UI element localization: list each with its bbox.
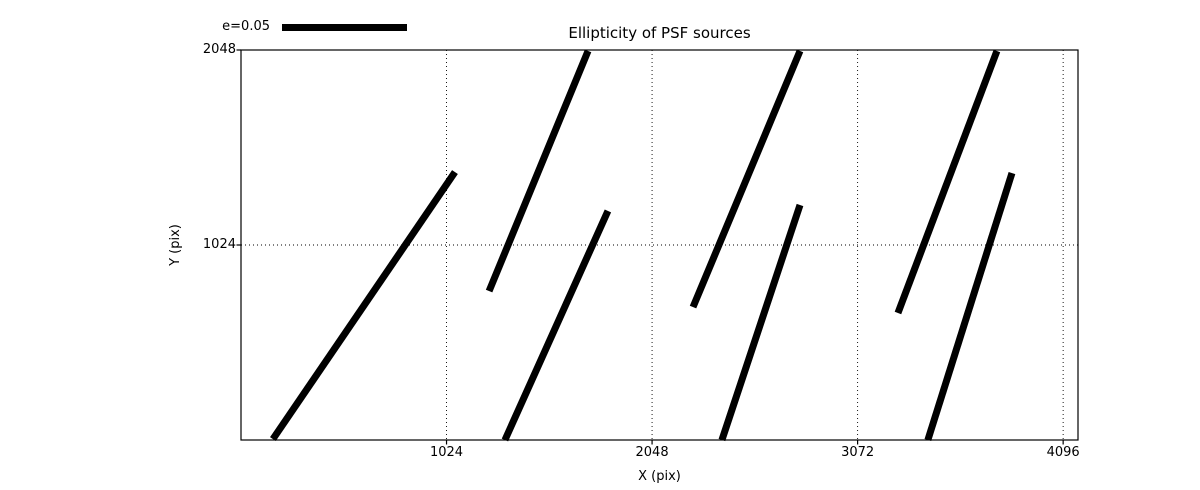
legend-line-sample (282, 24, 407, 31)
psf-ellipticity-whisker (270, 170, 458, 442)
y-tick-label: 2048 (202, 42, 236, 57)
psf-ellipticity-whisker (924, 171, 1016, 442)
chart-title: Ellipticity of PSF sources (568, 24, 751, 42)
psf-ellipticity-whisker (501, 209, 612, 442)
x-tick-label: 4096 (1046, 445, 1080, 460)
x-tick-label: 3072 (841, 445, 875, 460)
y-axis-label: Y (pix) (168, 224, 183, 266)
x-tick-label: 2048 (635, 445, 669, 460)
legend-label: e=0.05 (222, 19, 270, 34)
psf-ellipticity-whisker (485, 49, 592, 293)
x-tick-label: 1024 (429, 445, 464, 460)
psf-ellipticity-whisker (894, 49, 1001, 315)
axes-frame (240, 49, 1079, 441)
psf-ellipticity-whisker (689, 49, 804, 309)
x-axis-label: X (pix) (638, 469, 681, 484)
y-tick-label: 1024 (202, 237, 236, 252)
psf-ellipticity-whisker (718, 203, 804, 442)
